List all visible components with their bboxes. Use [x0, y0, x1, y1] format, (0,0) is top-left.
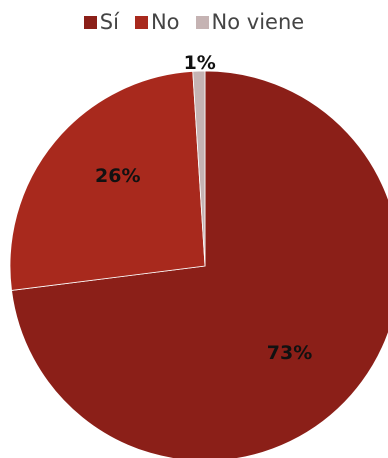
legend-item: Sí [83, 10, 119, 34]
pie-slice [9, 70, 206, 291]
legend-swatch [83, 15, 97, 29]
legend-swatch [134, 15, 148, 29]
chart-legend: Sí No No viene [0, 8, 388, 36]
legend-item: No [134, 10, 180, 34]
legend-label: Sí [99, 10, 119, 34]
legend-label: No viene [211, 10, 305, 34]
pie-slice [192, 70, 206, 267]
pie-slice [11, 70, 388, 458]
data-label: 1% [184, 52, 216, 74]
data-label: 26% [95, 165, 140, 187]
legend-swatch [195, 15, 209, 29]
legend-label: No [150, 10, 180, 34]
legend-item: No viene [195, 10, 305, 34]
data-label: 73% [267, 342, 312, 364]
